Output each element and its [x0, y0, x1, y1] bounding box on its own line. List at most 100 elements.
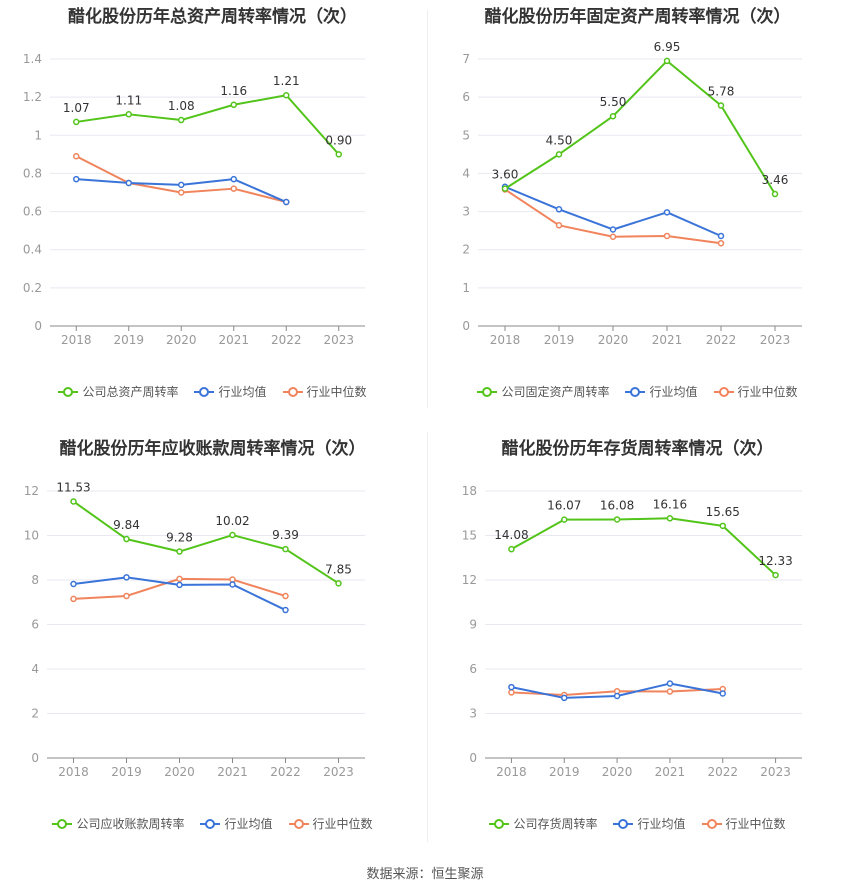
- data-label: 1.16: [220, 84, 247, 98]
- data-point-company: [123, 535, 130, 543]
- data-point-median: [663, 232, 671, 240]
- y-tick-label: 0.4: [23, 243, 42, 257]
- series-line-company: [510, 517, 777, 576]
- y-tick-label: 15: [462, 529, 477, 543]
- data-label: 0.90: [325, 133, 352, 147]
- data-point-median: [176, 575, 183, 583]
- data-point-avg: [609, 226, 617, 233]
- x-tick-label: 2019: [113, 333, 144, 347]
- x-tick-label: 2018: [58, 765, 89, 779]
- y-tick-label: 0.8: [23, 166, 42, 180]
- y-tick-label: 2: [462, 243, 470, 257]
- chart-legend: 公司应收账款周转率 行业均值 行业中位数: [0, 815, 425, 832]
- y-tick-label: 8: [31, 573, 39, 587]
- chart-title: 醋化股份历年存货周转率情况（次）: [501, 439, 774, 459]
- data-point-median: [666, 688, 674, 695]
- data-point-median: [508, 689, 515, 696]
- legend-item-avg[interactable]: 行业均值: [200, 815, 273, 832]
- data-label: 16.16: [653, 497, 687, 511]
- data-point-company: [283, 91, 290, 99]
- chart-panel-total-asset-turnover: 醋化股份历年总资产周转率情况（次） 0 0.2 0.4 0.6 0.8 1 1.2 1.4 20…: [0, 0, 425, 430]
- legend-item-company[interactable]: 公司应收账款周转率: [52, 815, 184, 832]
- y-tick-label: 1: [34, 128, 42, 142]
- data-point-avg: [230, 175, 237, 183]
- data-source-note: 数据来源：恒生聚源: [366, 867, 484, 882]
- y-tick-label: 3: [462, 205, 470, 219]
- legend-marker-icon: [625, 386, 646, 398]
- y-tick-label: 0: [469, 751, 477, 765]
- legend-label: 行业中位数: [737, 385, 798, 399]
- data-point-company: [717, 102, 725, 109]
- chart-plot: 0 1 2 3 4 5 6 7 2018 2019 2020 2021 2022 2023 3.60 4.50…: [462, 40, 802, 347]
- data-point-avg: [178, 181, 185, 189]
- legend-item-company[interactable]: 公司存货周转率: [489, 815, 597, 832]
- data-point-avg: [283, 198, 290, 206]
- chart-title: 醋化股份历年应收账款周转率情况（次）: [59, 439, 366, 459]
- x-tick-label: 2018: [490, 333, 521, 347]
- data-label: 11.53: [56, 480, 90, 494]
- x-tick-label: 2019: [544, 333, 575, 347]
- data-point-median: [282, 592, 289, 600]
- legend-marker-icon: [477, 386, 498, 398]
- y-tick-label: 2: [31, 707, 39, 721]
- y-tick-label: 18: [462, 484, 477, 498]
- y-tick-label: 6: [31, 618, 39, 632]
- data-label: 9.84: [113, 518, 140, 532]
- legend-label: 行业中位数: [306, 385, 367, 399]
- data-point-avg: [282, 606, 289, 614]
- y-tick-label: 0.2: [23, 281, 42, 295]
- chart-legend: 公司总资产周转率 行业均值 行业中位数: [0, 383, 425, 400]
- data-point-company: [613, 516, 621, 523]
- data-label: 3.60: [492, 168, 519, 182]
- x-tick-label: 2022: [707, 765, 738, 779]
- legend-item-median[interactable]: 行业中位数: [288, 815, 373, 832]
- data-point-avg: [666, 680, 674, 687]
- chart-legend: 公司存货周转率 行业均值 行业中位数: [425, 815, 850, 832]
- chart-legend: 公司固定资产周转率 行业均值 行业中位数: [425, 383, 850, 400]
- data-point-median: [73, 153, 80, 160]
- legend-label: 行业中位数: [725, 817, 786, 831]
- data-label: 7.85: [325, 562, 352, 576]
- data-point-company: [772, 571, 779, 579]
- series-line-company: [76, 94, 340, 156]
- legend-label: 公司存货周转率: [513, 817, 598, 831]
- data-label: 5.78: [708, 85, 735, 99]
- data-point-company: [561, 516, 568, 523]
- legend-item-median[interactable]: 行业中位数: [713, 383, 798, 400]
- data-point-avg: [70, 580, 77, 588]
- data-label: 1.07: [63, 101, 90, 115]
- legend-item-company[interactable]: 公司固定资产周转率: [477, 383, 609, 400]
- data-point-company: [73, 118, 80, 126]
- x-tick-label: 2022: [270, 765, 301, 779]
- x-tick-label: 2020: [166, 333, 197, 347]
- legend-marker-icon: [713, 386, 734, 398]
- legend-label: 行业中位数: [312, 817, 373, 831]
- y-tick-label: 7: [462, 52, 470, 66]
- chart-title: 醋化股份历年总资产周转率情况（次）: [68, 7, 357, 27]
- legend-marker-icon: [194, 386, 215, 398]
- legend-item-avg[interactable]: 行业均值: [613, 815, 686, 832]
- legend-label: 行业均值: [218, 385, 267, 399]
- y-tick-label: 3: [469, 707, 477, 721]
- legend-item-median[interactable]: 行业中位数: [701, 815, 786, 832]
- data-label: 6.95: [654, 40, 681, 54]
- x-tick-label: 2023: [323, 333, 354, 347]
- legend-item-company[interactable]: 公司总资产周转率: [58, 383, 178, 400]
- y-tick-label: 5: [462, 128, 470, 142]
- legend-item-avg[interactable]: 行业均值: [625, 383, 698, 400]
- legend-marker-icon: [58, 386, 79, 398]
- data-point-median: [178, 189, 185, 196]
- chart-plot: 0 0.2 0.4 0.6 0.8 1 1.2 1.4 2018 2019 2020 2021 2022…: [23, 52, 365, 347]
- y-tick-label: 4: [31, 662, 39, 676]
- legend-item-median[interactable]: 行业中位数: [282, 383, 367, 400]
- data-point-company: [230, 101, 237, 109]
- x-tick-label: 2020: [164, 765, 195, 779]
- legend-marker-icon: [489, 818, 510, 830]
- y-tick-label: 1: [462, 281, 470, 295]
- data-point-company: [508, 545, 515, 553]
- series-line-company: [72, 500, 340, 585]
- x-tick-label: 2021: [652, 333, 683, 347]
- data-point-avg: [663, 209, 671, 216]
- x-tick-label: 2018: [61, 333, 92, 347]
- legend-item-avg[interactable]: 行业均值: [194, 383, 267, 400]
